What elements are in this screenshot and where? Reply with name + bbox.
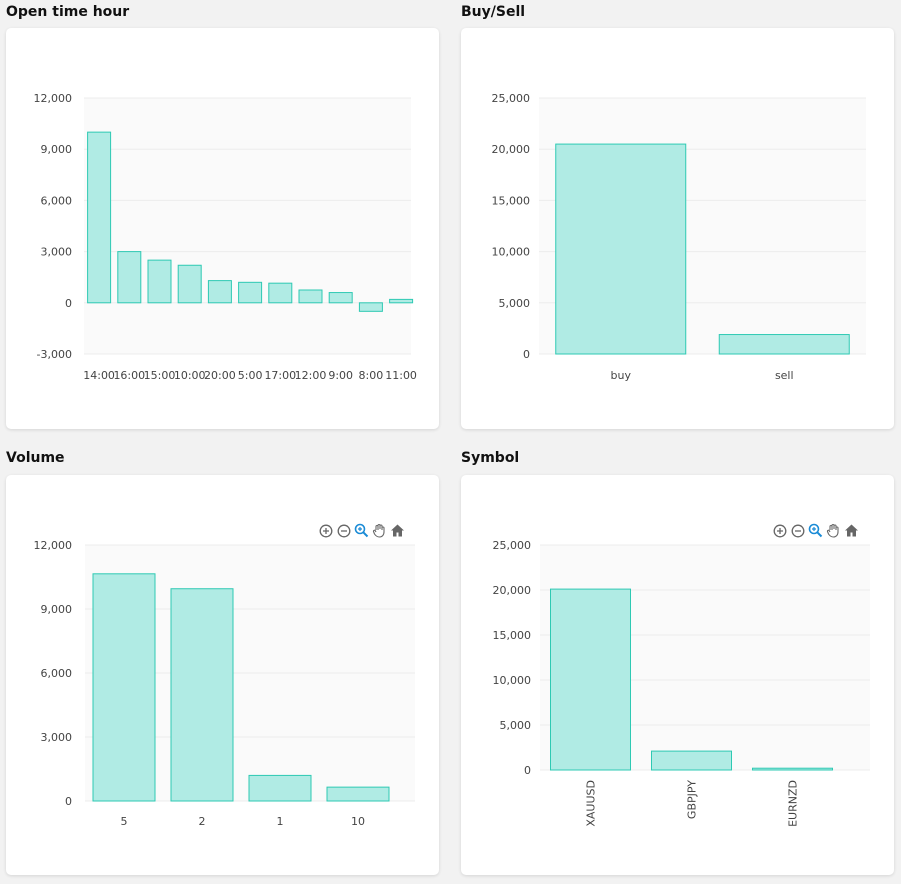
y-tick-label: 25,000	[492, 92, 531, 105]
zoom-selection-icon[interactable]	[808, 523, 823, 538]
x-tick-label: GBPJPY	[686, 780, 699, 819]
x-tick-label: EURNZD	[787, 780, 800, 827]
bar[interactable]	[268, 282, 293, 304]
bar[interactable]	[177, 264, 202, 304]
y-tick-label: 12,000	[34, 92, 73, 105]
reset-home-icon[interactable]	[844, 523, 859, 538]
bar[interactable]	[651, 750, 732, 771]
pan-hand-icon[interactable]	[372, 523, 387, 538]
bar[interactable]	[298, 289, 323, 304]
y-tick-label: 6,000	[41, 667, 73, 680]
bar-chart-open-time-hour: 12,000 9,000 6,000 3,000 0 -3,000 14:0016:0015…	[34, 92, 417, 382]
x-tick-label: 9:00	[328, 369, 353, 382]
bar-chart-symbol: 25,000 20,000 15,000 10,000 5,000 0 XAUUSD GBPJ…	[493, 539, 870, 827]
y-tick-label: 0	[65, 297, 72, 310]
bar[interactable]	[550, 588, 631, 771]
chart-card-buy-sell: 25,000 20,000 15,000 10,000 5,000 0 buy sell	[461, 28, 894, 429]
y-tick-label: 20,000	[492, 143, 531, 156]
chart-toolbar-volume	[318, 523, 405, 538]
y-tick-label: 9,000	[41, 603, 73, 616]
bar[interactable]	[389, 298, 414, 304]
y-tick-label: 15,000	[492, 194, 531, 207]
chart-card-open-time-hour: 12,000 9,000 6,000 3,000 0 -3,000 14:00 16:00 15…	[6, 28, 439, 429]
bar-chart-volume: 12,000 9,000 6,000 3,000 0 5 2 1 10	[34, 539, 415, 828]
bar[interactable]	[326, 786, 390, 802]
x-tick-label: 5	[121, 815, 128, 828]
y-tick-label: 25,000	[493, 539, 532, 552]
x-tick-label: 2	[199, 815, 206, 828]
y-tick-label: 6,000	[41, 194, 73, 207]
y-tick-label: 10,000	[492, 246, 531, 259]
x-tick-label: XAUUSD	[585, 780, 598, 827]
zoom-out-icon[interactable]	[336, 523, 351, 538]
section-title-open-time-hour: Open time hour	[6, 4, 130, 20]
y-tick-label: 12,000	[34, 539, 73, 552]
bar[interactable]	[752, 767, 833, 771]
chart-card-symbol: 25,000 20,000 15,000 10,000 5,000 0 XAUUSD GBPJ…	[461, 475, 894, 875]
x-tick-label: 12:00	[295, 369, 327, 382]
y-tick-label: 5,000	[499, 297, 531, 310]
bar[interactable]	[328, 292, 353, 304]
bar[interactable]	[358, 302, 383, 312]
zoom-selection-icon[interactable]	[354, 523, 369, 538]
x-tick-label: 8:00	[359, 369, 384, 382]
chart-card-volume: 12,000 9,000 6,000 3,000 0 5 2 1 10	[6, 475, 439, 875]
bar[interactable]	[147, 259, 172, 304]
y-tick-label: 10,000	[493, 674, 532, 687]
y-tick-label: 3,000	[41, 731, 73, 744]
x-tick-label: sell	[775, 369, 794, 382]
x-tick-label: 10:00	[174, 369, 206, 382]
x-tick-label: buy	[611, 369, 632, 382]
section-title-symbol: Symbol	[461, 450, 520, 466]
x-tick-label: 15:00	[144, 369, 176, 382]
x-tick-label: 1	[277, 815, 284, 828]
bar[interactable]	[117, 251, 142, 304]
section-title-buy-sell: Buy/Sell	[461, 4, 526, 20]
y-tick-label: 0	[524, 764, 531, 777]
chart-toolbar-symbol	[772, 523, 859, 538]
reset-home-icon[interactable]	[390, 523, 405, 538]
bar[interactable]	[92, 573, 156, 802]
bar[interactable]	[238, 281, 263, 304]
y-tick-label: 3,000	[41, 246, 73, 259]
bar-chart-buy-sell: 25,000 20,000 15,000 10,000 5,000 0 buy sell	[492, 92, 866, 382]
x-tick-label: 14:00	[83, 369, 115, 382]
y-tick-label: 15,000	[493, 629, 532, 642]
bar[interactable]	[207, 280, 232, 304]
bar[interactable]	[87, 131, 112, 304]
y-tick-label: 5,000	[500, 719, 532, 732]
x-tick-label: 17:00	[264, 369, 296, 382]
y-tick-label: 20,000	[493, 584, 532, 597]
section-title-volume: Volume	[6, 450, 65, 466]
x-tick-label: 11:00	[385, 369, 417, 382]
bar[interactable]	[170, 588, 234, 802]
zoom-in-icon[interactable]	[318, 523, 333, 538]
x-tick-label: 20:00	[204, 369, 236, 382]
pan-hand-icon[interactable]	[826, 523, 841, 538]
y-tick-label: -3,000	[37, 348, 72, 361]
bar[interactable]	[555, 143, 687, 355]
x-tick-label: 5:00	[238, 369, 263, 382]
plot-area	[84, 98, 411, 354]
bar[interactable]	[718, 334, 850, 355]
bar[interactable]	[248, 774, 312, 802]
y-tick-label: 0	[65, 795, 72, 808]
y-tick-label: 0	[523, 348, 530, 361]
x-tick-label: 10	[351, 815, 365, 828]
x-tick-label: 16:00	[113, 369, 145, 382]
zoom-out-icon[interactable]	[790, 523, 805, 538]
y-tick-label: 9,000	[41, 143, 73, 156]
zoom-in-icon[interactable]	[772, 523, 787, 538]
